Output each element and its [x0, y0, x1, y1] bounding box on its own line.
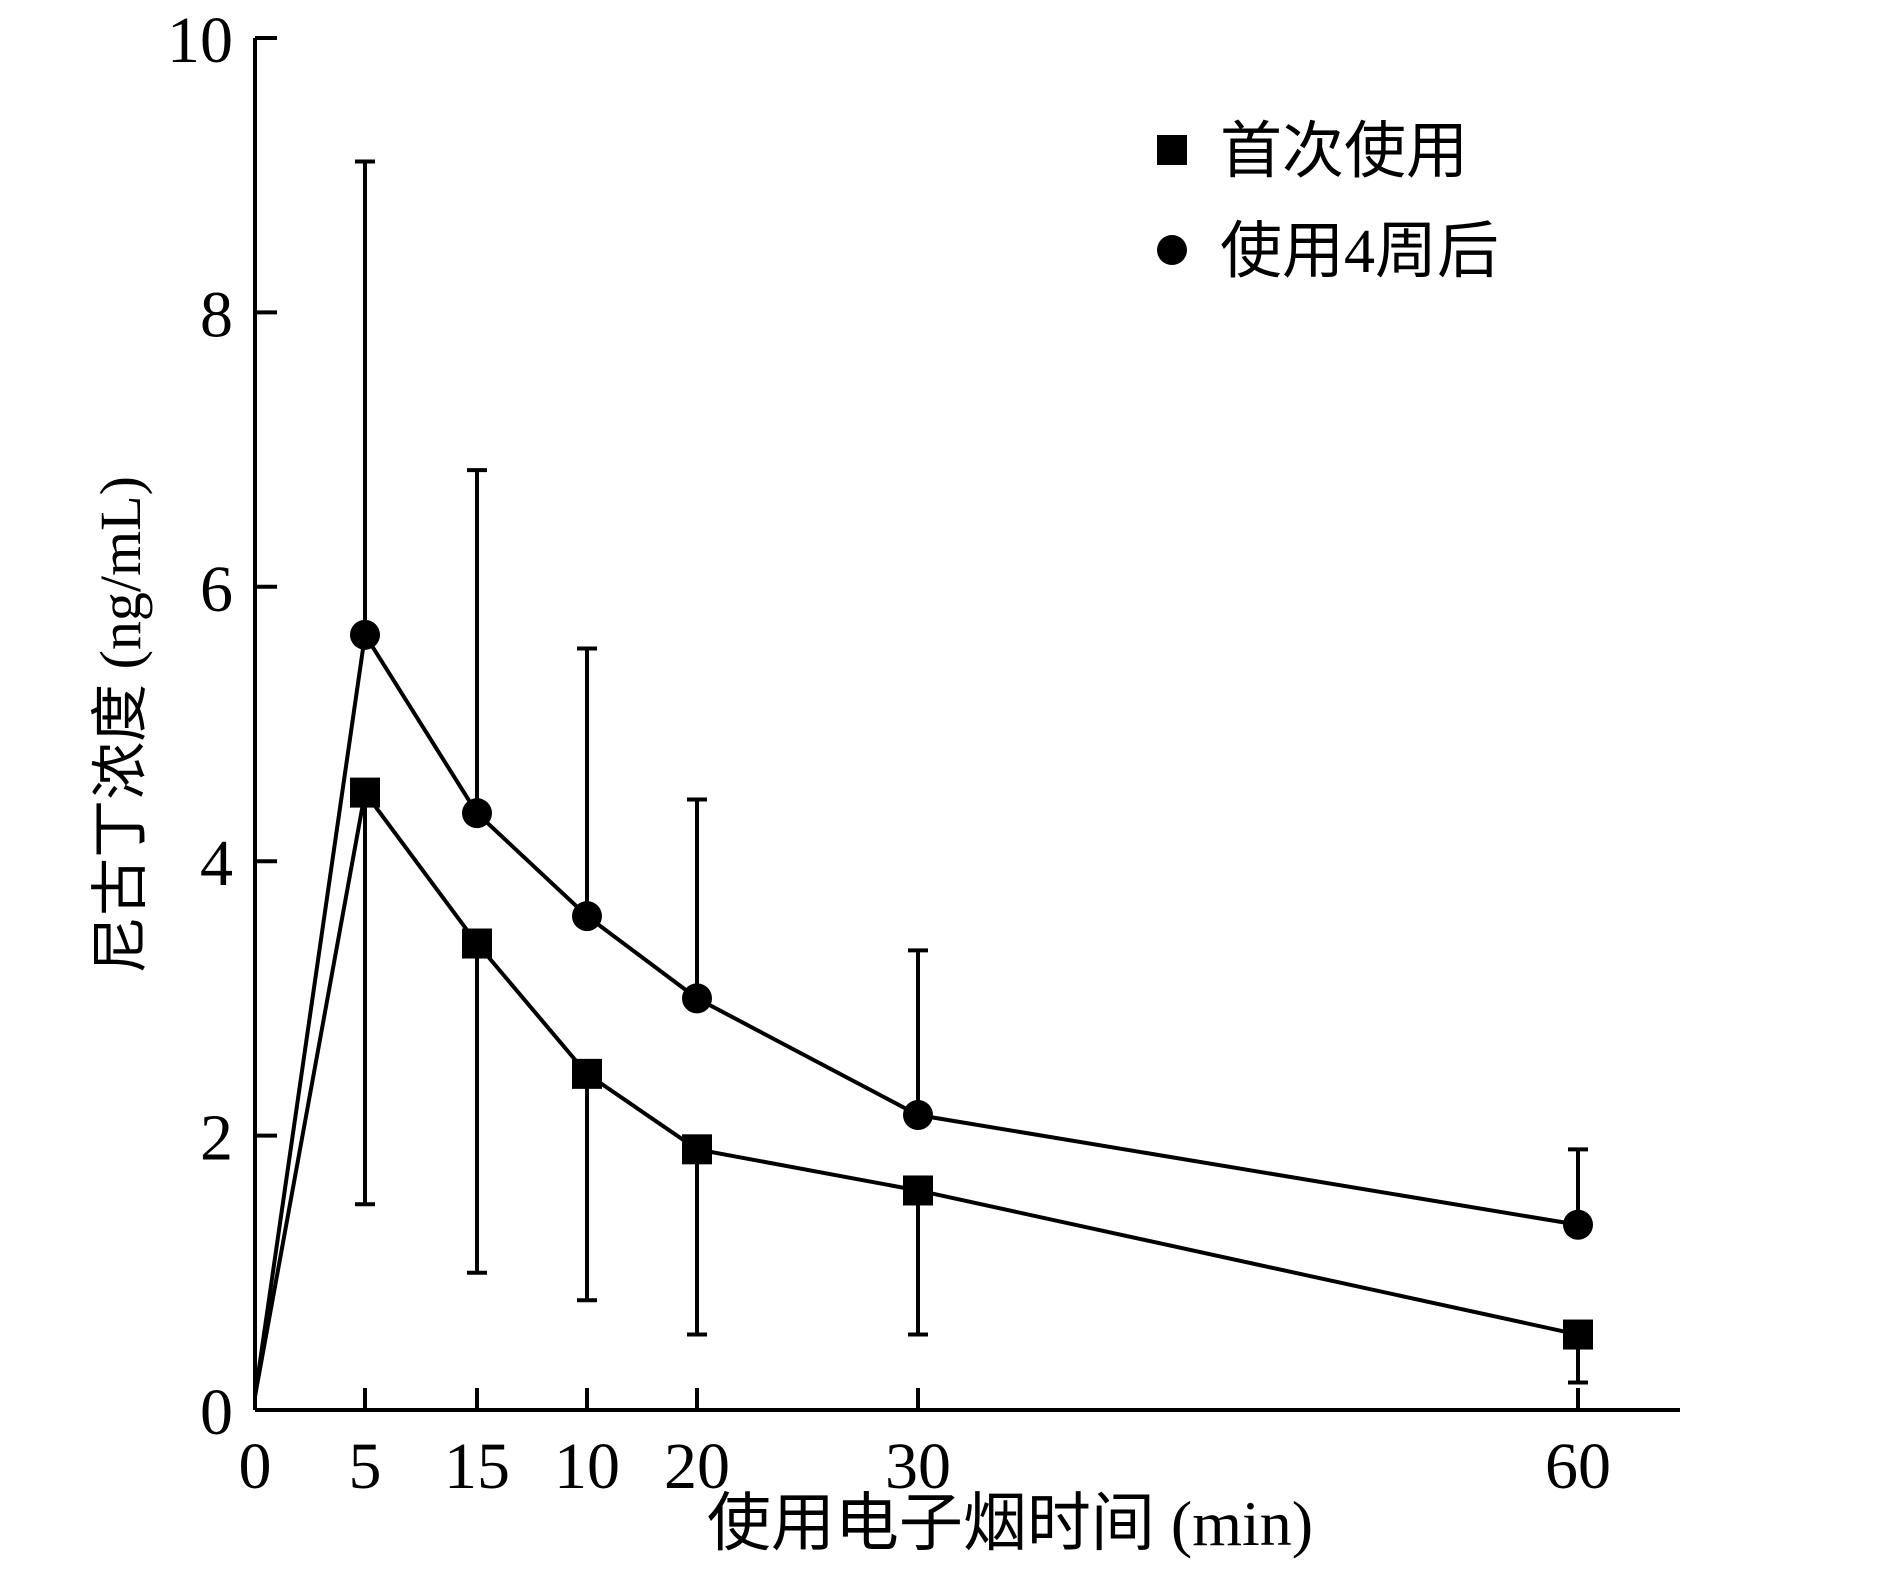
data-point-square	[682, 1134, 712, 1165]
data-point-square	[903, 1175, 933, 1206]
data-point-circle	[350, 619, 380, 650]
y-tick-label: 8	[200, 278, 233, 351]
data-point-circle	[1563, 1209, 1593, 1240]
x-tick-label: 5	[349, 1430, 382, 1503]
x-tick-label: 30	[885, 1430, 951, 1503]
y-tick-label: 10	[167, 4, 233, 77]
x-tick-label: 20	[664, 1430, 730, 1503]
x-tick-label: 15	[444, 1430, 510, 1503]
data-point-square	[1563, 1319, 1593, 1350]
axes: 0 2 4 6 8 10 0 5 15 10 20 30 60	[167, 4, 1680, 1503]
data-point-square	[572, 1058, 602, 1089]
y-tick-label: 2	[200, 1102, 233, 1175]
y-tick-label: 6	[200, 553, 233, 626]
legend-marker-circle	[1157, 235, 1187, 265]
series-markers	[350, 619, 1593, 1350]
y-axis-title: 尼古丁浓度 (ng/mL)	[88, 476, 153, 974]
x-tick-label: 0	[239, 1430, 272, 1503]
error-bars	[355, 159, 1588, 1385]
legend-marker-square	[1157, 135, 1187, 165]
data-point-circle	[682, 983, 712, 1014]
legend-label: 首次使用	[1220, 118, 1468, 186]
data-point-square	[462, 928, 492, 959]
x-axis-title: 使用电子烟时间 (min)	[707, 1488, 1313, 1559]
legend-label: 使用4周后	[1220, 218, 1499, 286]
data-point-circle	[572, 901, 602, 932]
data-point-circle	[462, 798, 492, 829]
x-tick-label: 60	[1545, 1430, 1611, 1503]
x-tick-label: 10	[554, 1430, 620, 1503]
y-tick-label: 0	[200, 1376, 233, 1449]
data-point-circle	[903, 1100, 933, 1131]
data-point-square	[350, 777, 380, 808]
y-tick-label: 4	[200, 827, 233, 900]
